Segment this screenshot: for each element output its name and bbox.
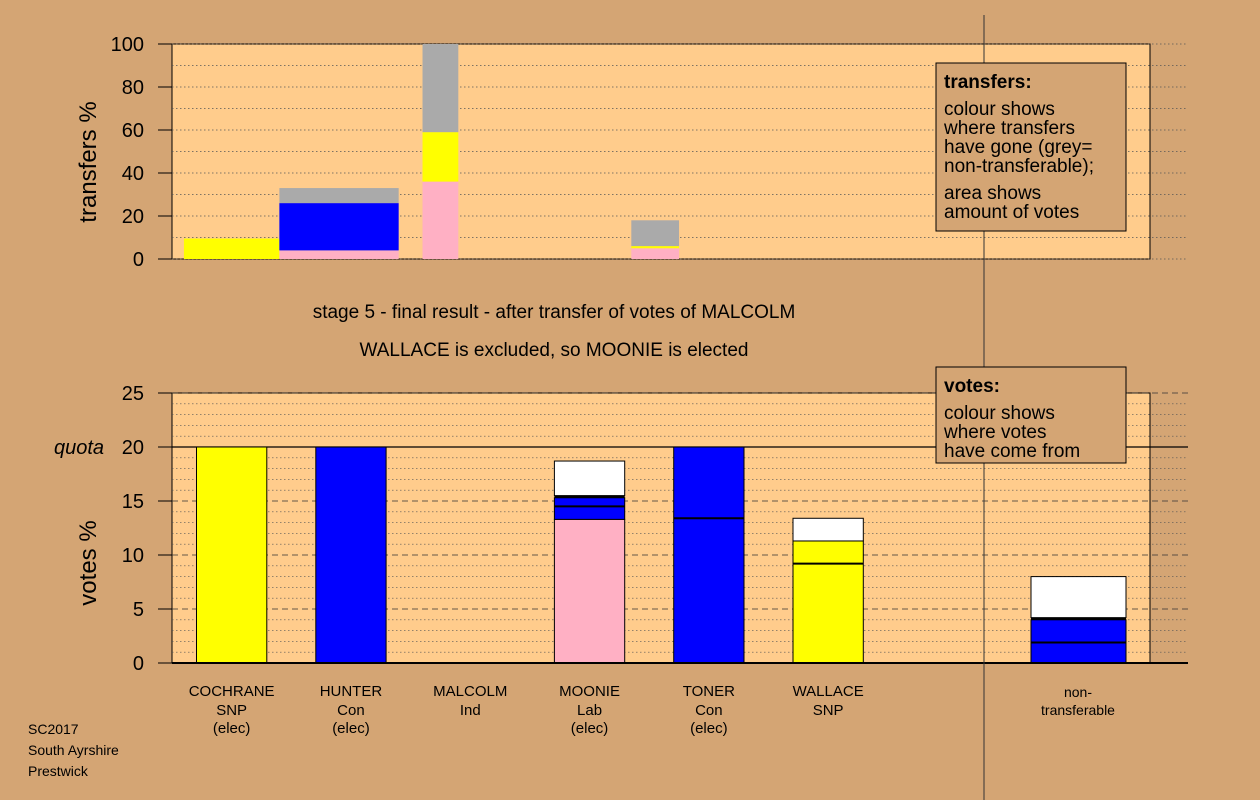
- candidate-party-label: transferable: [1041, 702, 1115, 718]
- transfers-ylabel: transfers %: [75, 101, 102, 222]
- votes-ytick-label: 25: [122, 383, 144, 405]
- candidate-party-label: Lab: [577, 702, 602, 719]
- votes-legend-line: have come from: [944, 441, 1080, 462]
- votes-ytick-label: 15: [122, 491, 144, 513]
- transfer-segment-Con: [279, 203, 399, 251]
- vote-segment-SNP: [792, 540, 864, 664]
- candidate-party-label: Con: [695, 702, 723, 719]
- transfers-ytick-label: 20: [122, 206, 144, 228]
- transfer-segment-nontransferable: [631, 220, 680, 247]
- footer-line: SC2017: [28, 721, 79, 737]
- candidate-status-label: (elec): [332, 720, 370, 737]
- transfer-segment-SNP: [422, 132, 459, 182]
- chart-title-line2: WALLACE is excluded, so MOONIE is electe…: [360, 340, 749, 361]
- vote-segment-Con: [673, 446, 745, 664]
- transfers-ytick-label: 40: [122, 163, 144, 185]
- vote-segment-exhausted: [1030, 576, 1127, 619]
- votes-ytick-label: 5: [133, 599, 144, 621]
- votes-legend-line: colour shows: [944, 403, 1055, 424]
- transfer-segment-Lab: [422, 181, 459, 259]
- candidate-name-label: MOONIE: [559, 683, 620, 700]
- candidate-name-label: WALLACE: [793, 683, 864, 700]
- transfers-legend-line: colour shows: [944, 99, 1055, 120]
- votes-legend-line: where votes: [943, 422, 1046, 443]
- vote-segment-SNP: [196, 446, 268, 664]
- transfers-legend-line: amount of votes: [944, 202, 1079, 223]
- candidate-name-label: MALCOLM: [433, 683, 507, 700]
- transfer-segment-SNP: [631, 246, 680, 249]
- transfers-ytick-label: 60: [122, 120, 144, 142]
- footer-line: Prestwick: [28, 763, 89, 779]
- vote-segment-Con: [315, 446, 387, 664]
- vote-segment-Con: [553, 497, 626, 520]
- candidate-name-label: non-: [1064, 684, 1092, 700]
- vote-segment-exhausted: [792, 517, 864, 542]
- transfer-segment-nontransferable: [422, 44, 459, 133]
- transfers-ytick-label: 0: [133, 249, 144, 271]
- transfer-segment-SNP: [183, 238, 280, 259]
- transfers-legend-line: area shows: [944, 183, 1041, 204]
- candidate-status-label: (elec): [213, 720, 251, 737]
- candidate-name-label: COCHRANE: [189, 683, 275, 700]
- transfers-legend-box: [935, 62, 1127, 232]
- transfers-legend-line: non-transferable);: [944, 156, 1094, 177]
- candidate-name-label: TONER: [683, 683, 735, 700]
- candidate-name-label: HUNTER: [320, 683, 383, 700]
- transfer-segment-nontransferable: [279, 188, 399, 204]
- candidate-party-label: Ind: [460, 702, 481, 719]
- quota-label: quota: [54, 437, 104, 459]
- votes-legend-title: votes:: [944, 376, 1000, 397]
- transfers-ytick-label: 100: [111, 34, 144, 56]
- candidate-party-label: SNP: [813, 702, 844, 719]
- vote-segment-Lab: [553, 518, 626, 664]
- chart-title-line1: stage 5 - final result - after transfer …: [313, 302, 796, 323]
- candidate-status-label: (elec): [690, 720, 728, 737]
- transfers-legend-line: where transfers: [943, 118, 1075, 139]
- votes-plot: 0 5 10 15 20 25 quota votes %: [54, 383, 1188, 675]
- transfer-segment-Lab: [631, 248, 680, 259]
- transfers-ytick-label: 80: [122, 77, 144, 99]
- transfer-segment-Lab: [279, 250, 399, 259]
- votes-ytick-label: 0: [133, 653, 144, 675]
- transfers-legend-title: transfers:: [944, 72, 1032, 93]
- votes-legend-box: [935, 366, 1127, 464]
- vote-segment-exhausted: [553, 460, 626, 497]
- footer-line: South Ayrshire: [28, 742, 119, 758]
- candidate-party-label: SNP: [216, 702, 247, 719]
- candidate-party-label: Con: [337, 702, 365, 719]
- votes-ytick-label: 20: [122, 437, 144, 459]
- vote-segment-Con: [1030, 619, 1127, 664]
- votes-ylabel: votes %: [75, 520, 102, 605]
- transfers-legend-line: have gone (grey=: [944, 137, 1092, 158]
- votes-ytick-label: 10: [122, 545, 144, 567]
- candidate-status-label: (elec): [571, 720, 609, 737]
